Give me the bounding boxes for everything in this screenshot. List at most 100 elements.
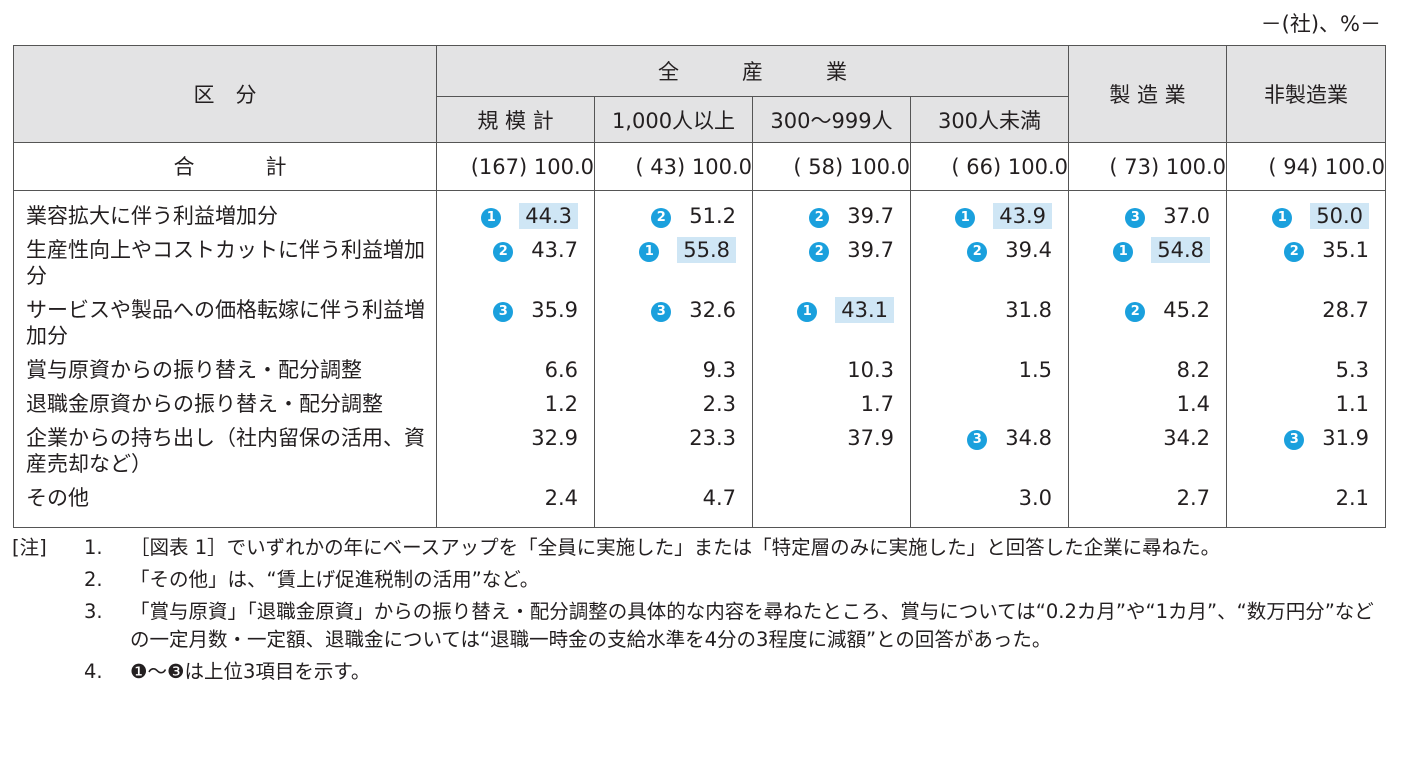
table-cell: 2 39.7 <box>752 237 911 297</box>
cell-value: 2.1 <box>1335 486 1369 510</box>
table-cell: 5.3 <box>1226 357 1386 391</box>
header-300-999: 300～999人 <box>752 96 911 143</box>
note-number: 3. <box>84 600 103 623</box>
table-cell: 1 54.8 <box>1068 237 1227 297</box>
table-cell: 3 34.8 <box>910 425 1069 485</box>
rank-badge: 1 <box>639 242 660 262</box>
table-cell: 2.4 <box>436 485 595 528</box>
rank-badge: 2 <box>1125 302 1146 322</box>
table-cell: 2.1 <box>1226 485 1386 528</box>
table-cell: 1.7 <box>752 391 911 425</box>
rank-badge: 3 <box>1125 208 1146 228</box>
header-manufacturing: 製 造 業 <box>1068 45 1227 143</box>
table-cell: 3 32.6 <box>594 297 753 357</box>
table-cell: 1.2 <box>436 391 595 425</box>
cell-value: 1.1 <box>1335 392 1369 416</box>
cell-value: 6.6 <box>544 358 578 382</box>
cell-value: 2.3 <box>702 392 736 416</box>
cell-value: 43.9 <box>993 203 1052 229</box>
note-number: 2. <box>84 568 103 591</box>
table-cell: 2 43.7 <box>436 237 595 297</box>
table-row: 退職金原資からの振り替え・配分調整 1.2 2.3 1.7 1.4 1.1 <box>13 391 1386 425</box>
note-number: 4. <box>84 660 103 683</box>
cell-value: 35.1 <box>1322 238 1369 262</box>
cell-value: 28.7 <box>1322 298 1369 322</box>
unit-label: －(社)、%－ <box>1260 12 1381 36</box>
table-cell: 9.3 <box>594 357 753 391</box>
header-under-300: 300人未満 <box>910 96 1069 143</box>
table-cell: 3 31.9 <box>1226 425 1386 485</box>
table-cell: 1 43.1 <box>752 297 911 357</box>
table-cell: 1.4 <box>1068 391 1227 425</box>
row-label: その他 <box>13 485 437 528</box>
cell-value: 32.9 <box>531 426 578 450</box>
row-label: サービスや製品への価格転嫁に伴う利益増加分 <box>13 297 437 357</box>
total-cell: ( 58) 100.0 <box>752 142 911 191</box>
header-sub-row: 規 模 計 1,000人以上 300～999人 300人未満 <box>14 96 1386 143</box>
cell-value: 10.3 <box>847 358 894 382</box>
note-item: 4. ❶～❸は上位3項目を示す。 <box>12 658 1392 686</box>
header-1000-plus: 1,000人以上 <box>594 96 753 143</box>
rank-badge: 2 <box>967 242 988 262</box>
cell-value: 44.3 <box>519 203 578 229</box>
table-cell: 1 55.8 <box>594 237 753 297</box>
rank-badge: 3 <box>967 430 988 450</box>
rank-badge: 1 <box>481 208 502 228</box>
table-row: サービスや製品への価格転嫁に伴う利益増加分 3 35.9 3 32.6 1 43.1 31.8… <box>13 297 1386 357</box>
table-row: その他 2.4 4.7 3.0 2.7 2.1 <box>13 485 1386 528</box>
cell-value: 1.7 <box>860 392 894 416</box>
cell-value: 39.4 <box>1005 238 1052 262</box>
cell-value: 5.3 <box>1335 358 1369 382</box>
cell-value: 37.0 <box>1163 204 1210 228</box>
cell-value: 9.3 <box>702 358 736 382</box>
total-row: 合 計 (167) 100.0 ( 43) 100.0 ( 58) 100.0 … <box>13 142 1386 191</box>
table-cell: 1.1 <box>1226 391 1386 425</box>
note-text: ❶～❸は上位3項目を示す。 <box>130 660 371 683</box>
row-label: 賞与原資からの振り替え・配分調整 <box>13 357 437 391</box>
total-cell: ( 66) 100.0 <box>910 142 1069 191</box>
table-cell: 2.3 <box>594 391 753 425</box>
table-cell: 1 43.9 <box>910 190 1069 237</box>
cell-value: 37.9 <box>847 426 894 450</box>
table-cell: 2 39.4 <box>910 237 1069 297</box>
rank-badge: 2 <box>493 242 514 262</box>
table-row: 賞与原資からの振り替え・配分調整 6.6 9.3 10.3 1.5 8.2 5.3 <box>13 357 1386 391</box>
header-scale-total: 規 模 計 <box>436 96 595 143</box>
cell-value: 54.8 <box>1151 237 1210 263</box>
rank-badge: 1 <box>1113 242 1134 262</box>
note-text: ［図表 1］でいずれかの年にベースアップを「全員に実施した」または「特定層のみに… <box>130 536 1221 559</box>
cell-value: 34.8 <box>1005 426 1052 450</box>
header-non-manufacturing: 非製造業 <box>1226 45 1386 143</box>
table-cell: 28.7 <box>1226 297 1386 357</box>
cell-value: 32.6 <box>689 298 736 322</box>
table-row: 生産性向上やコストカットに伴う利益増加分 2 43.7 1 55.8 2 39.7 2 39.4… <box>13 237 1386 297</box>
header-kubun: 区 分 <box>13 45 437 143</box>
table-cell <box>752 485 911 528</box>
cell-value: 1.4 <box>1176 392 1210 416</box>
rank-badge: 2 <box>809 208 830 228</box>
cell-value: 43.7 <box>531 238 578 262</box>
row-label: 業容拡大に伴う利益増加分 <box>13 190 437 237</box>
table-cell: 32.9 <box>436 425 595 485</box>
table-row: 企業からの持ち出し（社内留保の活用、資産売却など） 32.9 23.3 37.9 3 34… <box>13 425 1386 485</box>
table-cell: 3 35.9 <box>436 297 595 357</box>
header-row: 区 分 全 産 業 製 造 業 非製造業 <box>13 45 1386 143</box>
cell-value: 43.1 <box>835 297 894 323</box>
rank-badge: 2 <box>1284 242 1305 262</box>
table-cell: 2.7 <box>1068 485 1227 528</box>
rank-badge: 3 <box>1284 430 1305 450</box>
table-cell: 10.3 <box>752 357 911 391</box>
table-cell: 34.2 <box>1068 425 1227 485</box>
cell-value: 39.7 <box>847 238 894 262</box>
rank-badge: 1 <box>955 208 976 228</box>
note-item: 3. 「賞与原資」「退職金原資」からの振り替え・配分調整の具体的な内容を尋ねたと… <box>12 598 1392 654</box>
table-row: 業容拡大に伴う利益増加分 1 44.3 2 51.2 2 39.7 1 43.9 3 37.0 1 50… <box>13 190 1386 237</box>
cell-value: 2.7 <box>1176 486 1210 510</box>
cell-value: 39.7 <box>847 204 894 228</box>
note-number: 1. <box>84 536 103 559</box>
cell-value: 55.8 <box>677 237 736 263</box>
cell-value: 31.8 <box>1005 298 1052 322</box>
table-cell: 1.5 <box>910 357 1069 391</box>
note-tag: [注] <box>12 536 47 559</box>
table-cell: 3.0 <box>910 485 1069 528</box>
